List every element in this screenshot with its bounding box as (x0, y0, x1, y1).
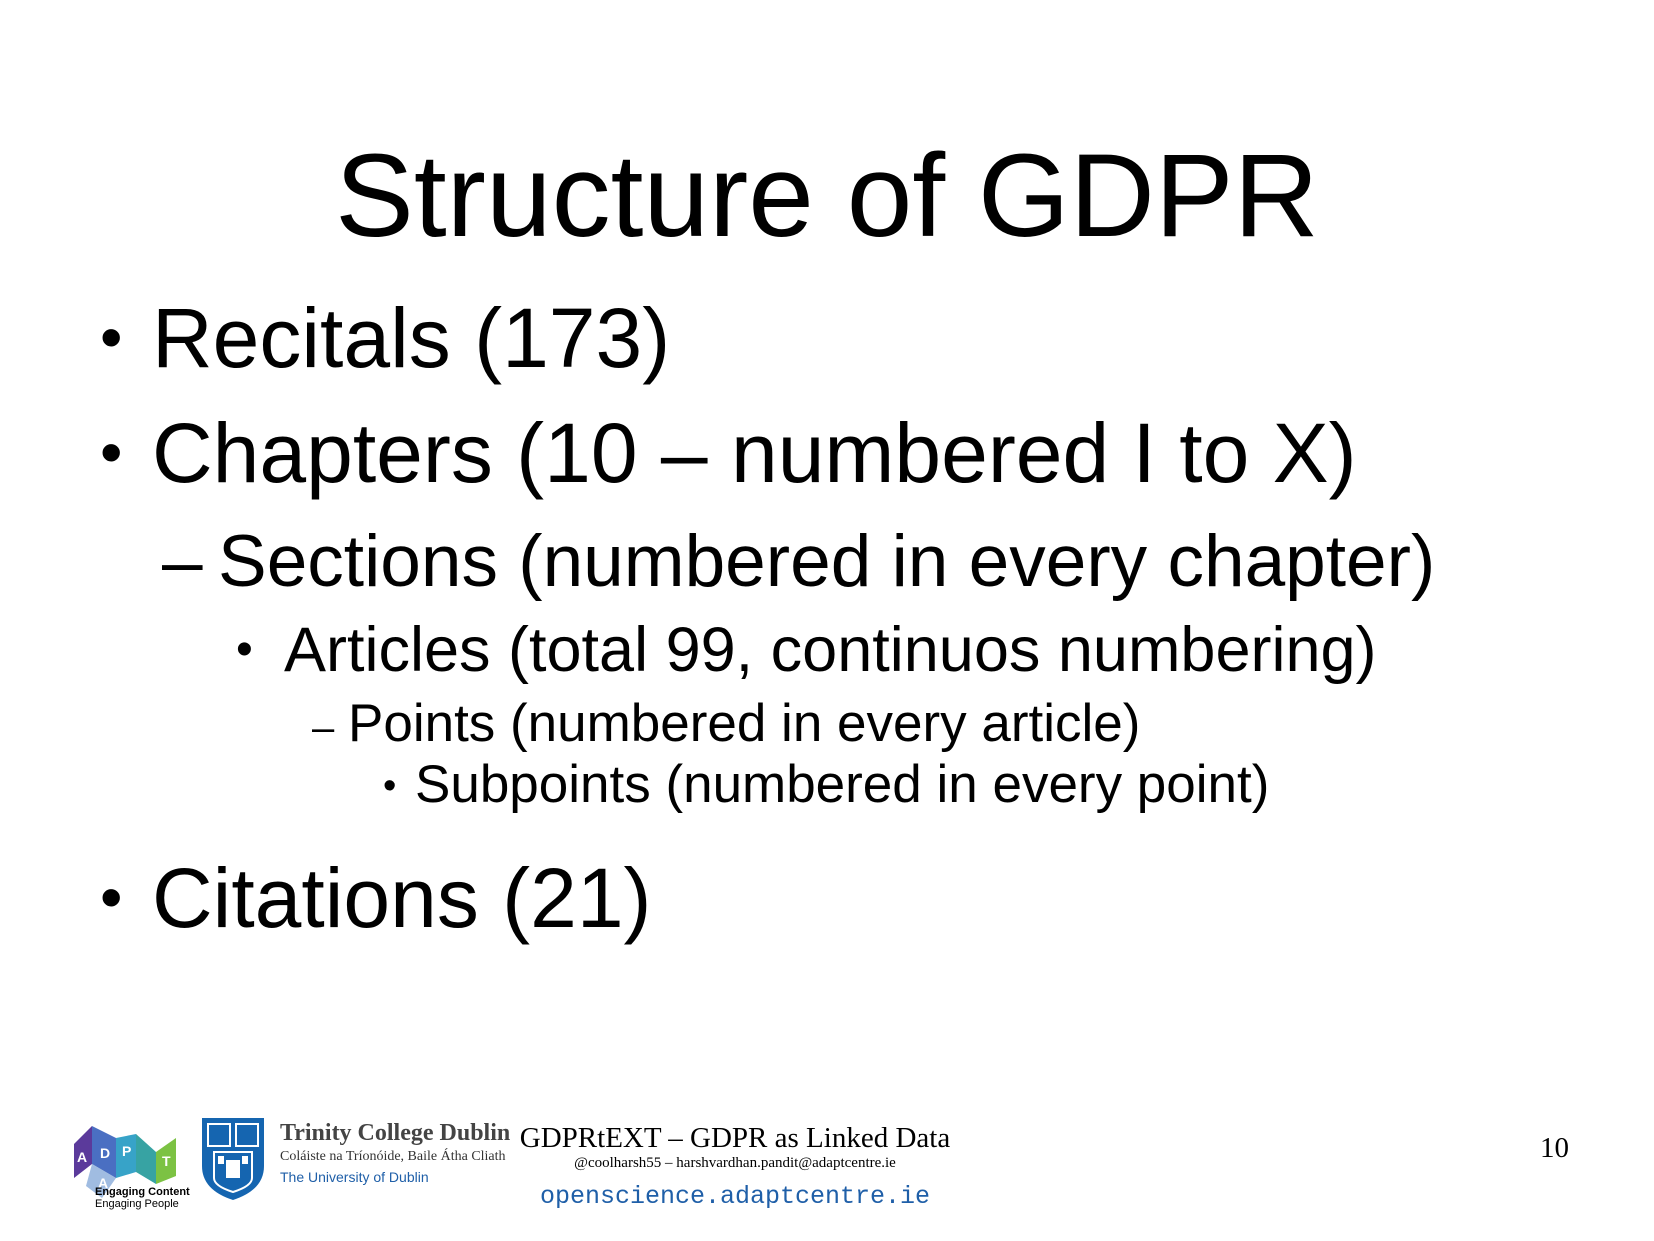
bullet-articles: • Articles (total 99, continuos numbering… (236, 614, 1377, 686)
footer: GDPRtEXT – GDPR as Linked Data @coolhars… (520, 1122, 950, 1211)
tcd-university: The University of Dublin (280, 1169, 429, 1185)
bullet-dot: • (236, 623, 253, 676)
bullet-text: Articles (total 99, continuos numbering) (284, 615, 1377, 685)
adapt-letter-3: A (98, 1175, 108, 1191)
bullet-sections: – Sections (numbered in every chapter) (162, 520, 1435, 604)
adapt-tagline: Engaging Content Engaging People (95, 1186, 195, 1210)
tcd-irish-name: Coláiste na Tríonóide, Baile Átha Cliath (280, 1149, 506, 1164)
bullet-dot: • (383, 765, 397, 807)
adapt-tagline-line1: Engaging Content (95, 1186, 190, 1198)
tcd-name: Trinity College Dublin (280, 1120, 511, 1146)
bullet-recitals: • Recitals (173) (100, 290, 670, 387)
footer-contact: @coolharsh55 – harshvardhan.pandit@adapt… (574, 1155, 896, 1171)
adapt-letter-1: A (77, 1149, 87, 1165)
bullet-text: Sections (numbered in every chapter) (218, 521, 1436, 602)
bullet-dot: • (100, 416, 123, 488)
bullet-chapters: • Chapters (10 – numbered I to X) (100, 405, 1357, 502)
footer-title: GDPRtEXT – GDPR as Linked Data (519, 1122, 951, 1154)
tcd-shield-icon (202, 1118, 264, 1200)
page-number: 10 (1540, 1132, 1569, 1164)
adapt-letter-4: P (122, 1143, 131, 1159)
adapt-letter-2: D (100, 1145, 110, 1161)
bullet-dash: – (162, 521, 203, 602)
bullet-dot: • (100, 861, 123, 933)
adapt-letter-5: T (162, 1153, 171, 1169)
bullet-subpoints: • Subpoints (numbered in every point) (383, 755, 1269, 816)
slide-title: Structure of GDPR (335, 130, 1319, 262)
bullet-text: Chapters (10 – numbered I to X) (152, 406, 1357, 500)
bullet-text: Subpoints (numbered in every point) (415, 755, 1270, 814)
bullet-text: Points (numbered in every article) (348, 694, 1141, 753)
adapt-logo: A D A P T (74, 1126, 176, 1198)
bullet-citations: • Citations (21) (100, 850, 652, 947)
bullet-text: Recitals (173) (152, 291, 671, 385)
bullet-dash: – (312, 706, 335, 750)
footer-url[interactable]: openscience.adaptcentre.ie (539, 1182, 931, 1211)
bullet-dot: • (100, 301, 123, 373)
bullet-text: Citations (21) (152, 851, 652, 945)
tcd-wordmark: Trinity College Dublin Coláiste na Tríon… (280, 1120, 510, 1185)
adapt-tagline-line2: Engaging People (95, 1198, 179, 1211)
bullet-points: – Points (numbered in every article) (312, 694, 1140, 755)
